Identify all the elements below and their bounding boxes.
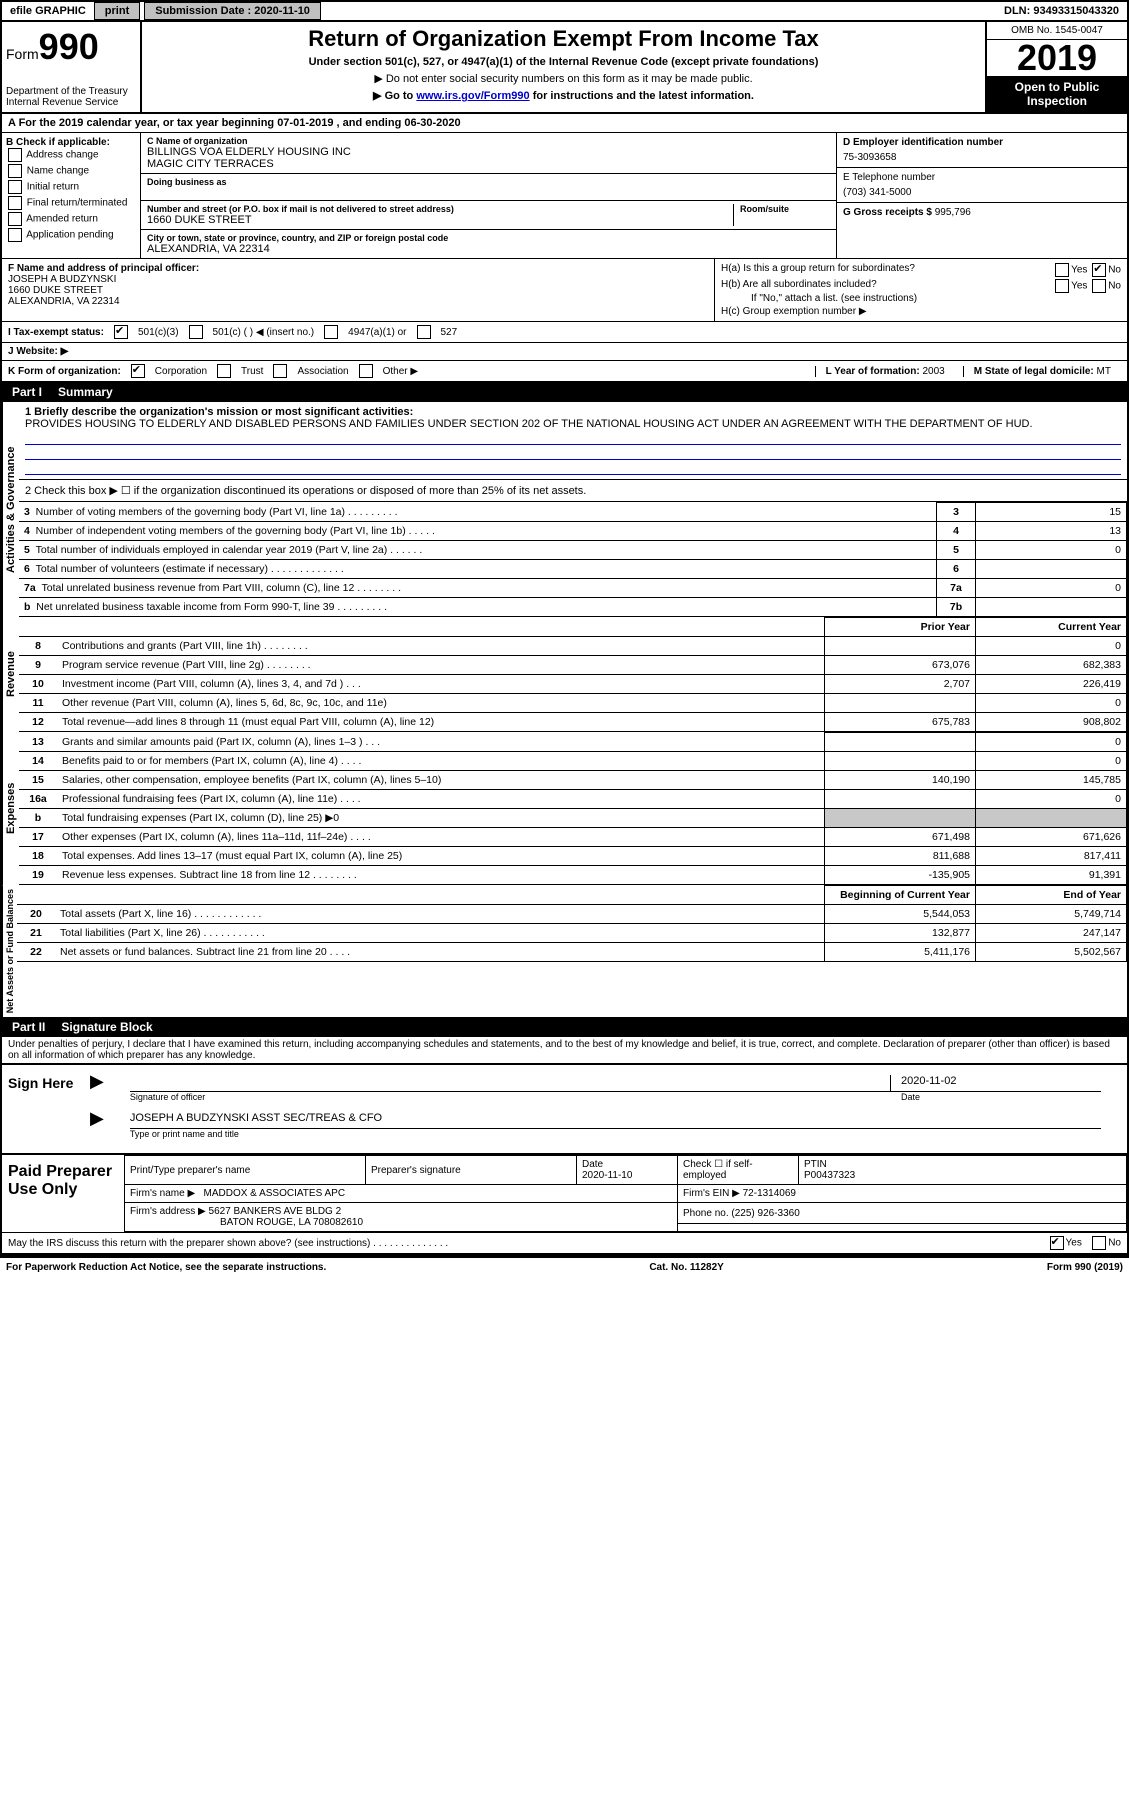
hb-yes[interactable] (1055, 279, 1069, 293)
org-name-1: BILLINGS VOA ELDERLY HOUSING INC (147, 146, 830, 158)
print-button[interactable]: print (94, 2, 140, 20)
expenses-section: Expenses 13Grants and similar amounts pa… (2, 732, 1127, 885)
chk-assoc[interactable] (273, 364, 287, 378)
paid-title: Paid Preparer Use Only (2, 1155, 124, 1232)
netassets-table: Beginning of Current YearEnd of Year 20T… (17, 885, 1127, 962)
chk-4947[interactable] (324, 325, 338, 339)
open-public: Open to PublicInspection (987, 76, 1127, 112)
sign-here-block: Sign Here ▶ 2020-11-02 Signature of offi… (2, 1063, 1127, 1153)
subtitle-2: ▶ Do not enter social security numbers o… (150, 72, 977, 85)
page-footer: For Paperwork Reduction Act Notice, see … (0, 1256, 1129, 1277)
gross-val: 995,796 (935, 207, 971, 218)
netassets-section: Net Assets or Fund Balances Beginning of… (2, 885, 1127, 1017)
chk-final: Final return/terminated (6, 196, 136, 210)
form-header: Form990 Department of the Treasury Inter… (2, 22, 1127, 114)
chk-pending: Application pending (6, 228, 136, 242)
part2-header: Part II Signature Block (2, 1017, 1127, 1037)
hb-no[interactable] (1092, 279, 1106, 293)
row-fh: F Name and address of principal officer:… (2, 259, 1127, 322)
row-i-status: I Tax-exempt status: 501(c)(3) 501(c) ( … (2, 322, 1127, 343)
tax-year: 2019 (987, 40, 1127, 76)
principal-officer: F Name and address of principal officer:… (2, 259, 715, 321)
chk-address: Address change (6, 148, 136, 162)
expenses-table: 13Grants and similar amounts paid (Part … (19, 732, 1127, 885)
return-title: Return of Organization Exempt From Incom… (150, 26, 977, 52)
identity-block: B Check if applicable: Address change Na… (2, 133, 1127, 259)
vlabel-exp: Expenses (2, 732, 19, 885)
paid-preparer-block: Paid Preparer Use Only Print/Type prepar… (2, 1153, 1127, 1232)
penalty-text: Under penalties of perjury, I declare th… (2, 1037, 1127, 1063)
col-c-org: C Name of organization BILLINGS VOA ELDE… (141, 133, 837, 258)
officer-name: JOSEPH A BUDZYNSKI ASST SEC/TREAS & CFO (130, 1112, 382, 1128)
arrow-icon: ▶ (90, 1071, 104, 1102)
city: ALEXANDRIA, VA 22314 (147, 243, 830, 255)
org-name-2: MAGIC CITY TERRACES (147, 158, 830, 170)
ein-val: 75-3093658 (843, 152, 1121, 163)
dept-treasury: Department of the Treasury Internal Reve… (6, 86, 136, 108)
subtitle-3: ▶ Go to www.irs.gov/Form990 for instruct… (150, 89, 977, 102)
arrow-icon: ▶ (90, 1108, 104, 1147)
row-a-period: A For the 2019 calendar year, or tax yea… (2, 114, 1127, 133)
discuss-no[interactable] (1092, 1236, 1106, 1250)
discuss-row: May the IRS discuss this return with the… (2, 1232, 1127, 1254)
ha-no[interactable] (1092, 263, 1106, 277)
chk-amended: Amended return (6, 212, 136, 226)
vlabel-net: Net Assets or Fund Balances (2, 885, 17, 1017)
revenue-section: Revenue Prior YearCurrent Year 8Contribu… (2, 617, 1127, 732)
form-prefix: Form (6, 46, 39, 62)
discuss-yes[interactable] (1050, 1236, 1064, 1250)
sign-here: Sign Here (2, 1065, 84, 1153)
submission-date: Submission Date : 2020-11-10 (144, 2, 321, 20)
name-lbl: C Name of organization (147, 136, 830, 146)
gross-lbl: G Gross receipts $ (843, 207, 932, 218)
row-j-website: J Website: ▶ (2, 343, 1127, 361)
revenue-table: Prior YearCurrent Year 8Contributions an… (19, 617, 1127, 732)
activities-governance: Activities & Governance 1 Briefly descri… (2, 402, 1127, 617)
chk-501c3[interactable] (114, 325, 128, 339)
vlabel-rev: Revenue (2, 617, 19, 732)
l2: 2 Check this box ▶ ☐ if the organization… (19, 480, 1127, 502)
col-b-checkboxes: B Check if applicable: Address change Na… (2, 133, 141, 258)
room-lbl: Room/suite (740, 204, 830, 214)
ag-table: 3 Number of voting members of the govern… (19, 502, 1127, 617)
dln: DLN: 93493315043320 (1004, 5, 1127, 17)
chk-other[interactable] (359, 364, 373, 378)
topbar: efile GRAPHIC print Submission Date : 20… (2, 2, 1127, 22)
phone-val: (703) 341-5000 (843, 187, 1121, 198)
city-lbl: City or town, state or province, country… (147, 233, 830, 243)
chk-trust[interactable] (217, 364, 231, 378)
chk-501c[interactable] (189, 325, 203, 339)
group-return: H(a) Is this a group return for subordin… (715, 259, 1127, 321)
chk-corp[interactable] (131, 364, 145, 378)
chk-initial: Initial return (6, 180, 136, 194)
ein-lbl: D Employer identification number (843, 137, 1121, 148)
b-title: B Check if applicable: (6, 137, 136, 148)
vlabel-ag: Activities & Governance (2, 402, 19, 617)
row-k-org: K Form of organization: Corporation Trus… (2, 361, 1127, 382)
dba-lbl: Doing business as (147, 177, 830, 187)
col-de: D Employer identification number 75-3093… (837, 133, 1127, 258)
chk-name: Name change (6, 164, 136, 178)
sign-date: 2020-11-02 (890, 1075, 1101, 1091)
part1-header: Part I Summary (2, 382, 1127, 402)
subtitle-1: Under section 501(c), 527, or 4947(a)(1)… (150, 56, 977, 68)
efile-label: efile GRAPHIC (2, 2, 94, 20)
form-number: 990 (39, 26, 99, 67)
l1-text: PROVIDES HOUSING TO ELDERLY AND DISABLED… (25, 418, 1121, 430)
chk-527[interactable] (417, 325, 431, 339)
ha-yes[interactable] (1055, 263, 1069, 277)
addr-lbl: Number and street (or P.O. box if mail i… (147, 204, 733, 214)
phone-lbl: E Telephone number (843, 172, 1121, 183)
street: 1660 DUKE STREET (147, 214, 733, 226)
l1-label: 1 Briefly describe the organization's mi… (25, 406, 1121, 418)
irs-link[interactable]: www.irs.gov/Form990 (416, 90, 529, 102)
